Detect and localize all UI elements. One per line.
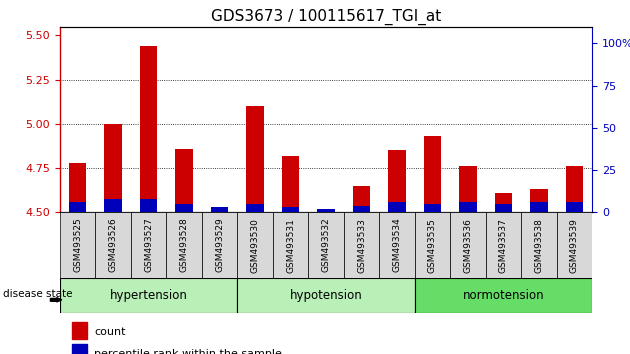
Bar — [238, 27, 273, 212]
Text: GSM493538: GSM493538 — [534, 218, 544, 273]
FancyBboxPatch shape — [238, 278, 415, 313]
Bar — [175, 149, 193, 212]
Bar — [379, 27, 415, 212]
Text: hypotension: hypotension — [290, 289, 362, 302]
Bar — [246, 106, 264, 212]
Text: GSM493531: GSM493531 — [286, 218, 295, 273]
FancyBboxPatch shape — [308, 212, 344, 278]
Bar — [95, 27, 131, 212]
Bar — [72, 344, 87, 354]
Bar — [282, 156, 299, 212]
Bar — [530, 189, 548, 212]
FancyBboxPatch shape — [60, 278, 238, 313]
Bar — [140, 199, 158, 212]
Bar — [140, 46, 158, 212]
Bar — [423, 136, 442, 212]
Bar — [459, 202, 477, 212]
Bar — [104, 124, 122, 212]
Text: GSM493536: GSM493536 — [464, 218, 472, 273]
FancyBboxPatch shape — [166, 212, 202, 278]
Text: GSM493535: GSM493535 — [428, 218, 437, 273]
Text: disease state: disease state — [3, 289, 72, 299]
Text: GSM493528: GSM493528 — [180, 218, 188, 272]
Bar — [202, 27, 238, 212]
Text: GSM493530: GSM493530 — [251, 218, 260, 273]
Bar — [69, 163, 86, 212]
Bar — [353, 206, 370, 212]
FancyBboxPatch shape — [95, 212, 131, 278]
Bar — [450, 27, 486, 212]
FancyBboxPatch shape — [486, 212, 521, 278]
Text: GSM493529: GSM493529 — [215, 218, 224, 272]
Text: GSM493532: GSM493532 — [321, 218, 331, 272]
Bar — [423, 204, 442, 212]
FancyBboxPatch shape — [131, 212, 166, 278]
Text: GSM493537: GSM493537 — [499, 218, 508, 273]
Bar — [131, 27, 166, 212]
FancyBboxPatch shape — [450, 212, 486, 278]
Bar — [282, 207, 299, 212]
Bar — [60, 27, 95, 212]
Bar — [104, 199, 122, 212]
Bar — [72, 322, 87, 339]
FancyBboxPatch shape — [415, 212, 450, 278]
Bar — [273, 27, 308, 212]
Bar — [495, 193, 512, 212]
FancyBboxPatch shape — [379, 212, 415, 278]
Bar — [415, 27, 450, 212]
Bar — [566, 202, 583, 212]
Title: GDS3673 / 100115617_TGI_at: GDS3673 / 100115617_TGI_at — [211, 9, 441, 25]
Bar — [308, 27, 344, 212]
Bar — [317, 211, 335, 212]
Bar — [521, 27, 557, 212]
Bar — [344, 27, 379, 212]
Text: percentile rank within the sample: percentile rank within the sample — [94, 348, 282, 354]
Text: GSM493525: GSM493525 — [73, 218, 82, 272]
Bar — [530, 202, 548, 212]
Text: normotension: normotension — [462, 289, 544, 302]
Bar — [486, 27, 521, 212]
FancyBboxPatch shape — [202, 212, 238, 278]
Text: hypertension: hypertension — [110, 289, 188, 302]
Text: count: count — [94, 327, 126, 337]
Text: GSM493539: GSM493539 — [570, 218, 579, 273]
FancyBboxPatch shape — [557, 212, 592, 278]
Bar — [175, 204, 193, 212]
Bar — [353, 186, 370, 212]
Bar — [210, 207, 229, 212]
FancyBboxPatch shape — [344, 212, 379, 278]
FancyBboxPatch shape — [415, 278, 592, 313]
Bar — [388, 202, 406, 212]
Bar — [210, 211, 229, 212]
Bar — [495, 204, 512, 212]
FancyBboxPatch shape — [238, 212, 273, 278]
FancyBboxPatch shape — [521, 212, 557, 278]
Text: GSM493527: GSM493527 — [144, 218, 153, 272]
Bar — [246, 204, 264, 212]
Bar — [566, 166, 583, 212]
Bar — [317, 209, 335, 212]
Text: GSM493533: GSM493533 — [357, 218, 366, 273]
FancyBboxPatch shape — [273, 212, 308, 278]
Bar — [69, 202, 86, 212]
Bar — [166, 27, 202, 212]
FancyBboxPatch shape — [60, 212, 95, 278]
Bar — [459, 166, 477, 212]
Bar — [557, 27, 592, 212]
Text: GSM493534: GSM493534 — [392, 218, 401, 272]
Bar — [388, 150, 406, 212]
Text: GSM493526: GSM493526 — [108, 218, 118, 272]
